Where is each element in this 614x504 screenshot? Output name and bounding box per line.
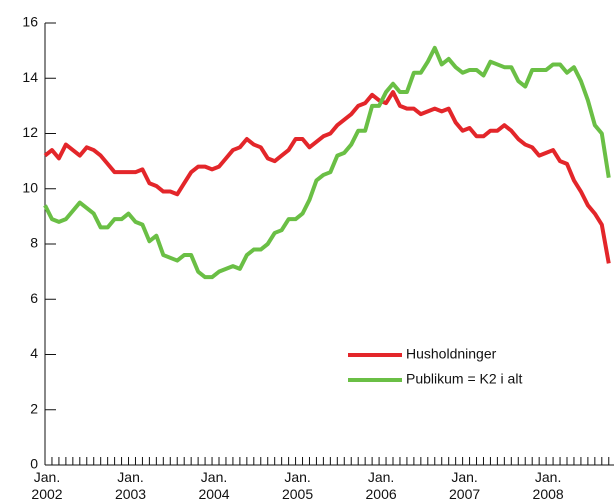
y-tick-label: 8: [30, 235, 38, 251]
x-tick-label: Jan. 2005: [282, 469, 313, 502]
y-tick-label: 6: [30, 290, 38, 306]
y-tick-label: 4: [30, 345, 38, 361]
y-tick-label: 14: [22, 69, 38, 85]
x-tick-label: Jan. 2002: [31, 469, 62, 502]
x-tick-label: Jan. 2008: [533, 469, 564, 502]
x-tick-label: Jan. 2006: [366, 469, 397, 502]
x-tick-label: Jan. 2004: [198, 469, 229, 502]
y-tick-label: 2: [30, 400, 38, 416]
y-tick-label: 0: [30, 456, 38, 472]
legend-label: Publikum = K2 i alt: [406, 371, 522, 387]
series-line: [43, 45, 611, 280]
legend-label: Husholdninger: [406, 346, 497, 362]
series-line: [43, 90, 611, 264]
y-tick-label: 10: [22, 179, 38, 195]
x-tick-label: Jan. 2007: [449, 469, 480, 502]
y-tick-label: 12: [22, 124, 38, 140]
x-tick-label: Jan. 2003: [115, 469, 146, 502]
y-tick-label: 16: [22, 14, 38, 30]
